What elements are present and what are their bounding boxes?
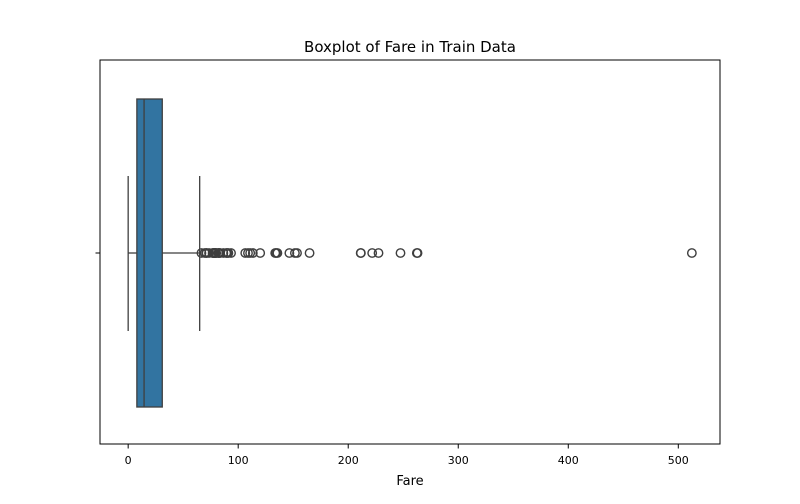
- x-axis-label: Fare: [396, 474, 423, 489]
- outlier-point: [196, 248, 207, 258]
- outlier-point: [245, 248, 256, 258]
- x-axis-tick-label: 500: [668, 454, 689, 467]
- x-axis: 0 100 200 300 400 500: [125, 444, 689, 467]
- chart-title: Boxplot of Fare in Train Data: [304, 38, 516, 56]
- outlier-point: [686, 248, 697, 258]
- outlier-point: [226, 248, 236, 258]
- outlier-point: [355, 248, 366, 258]
- outlier-point: [255, 248, 266, 258]
- outlier-point: [247, 248, 258, 258]
- x-axis-tick-label: 300: [448, 454, 469, 467]
- outlier-point: [304, 248, 315, 258]
- iqr-box: [136, 98, 163, 408]
- plot-frame: [99, 59, 721, 445]
- outlier-point: [240, 248, 251, 258]
- x-axis-tick-label: 100: [228, 454, 249, 467]
- outlier-point: [223, 248, 234, 258]
- outlier-point: [272, 248, 283, 258]
- outlier-point: [204, 248, 214, 258]
- outlier-point: [367, 248, 378, 258]
- outlier-point: [373, 248, 384, 258]
- plot-area: [127, 98, 697, 408]
- outlier-point: [412, 248, 423, 258]
- x-axis-tick-label: 400: [558, 454, 579, 467]
- x-axis-tick-label: 0: [125, 454, 132, 467]
- x-axis-tick-label: 200: [338, 454, 359, 467]
- outlier-point: [284, 248, 295, 258]
- outlier-point: [292, 248, 302, 258]
- outlier-point: [395, 248, 406, 258]
